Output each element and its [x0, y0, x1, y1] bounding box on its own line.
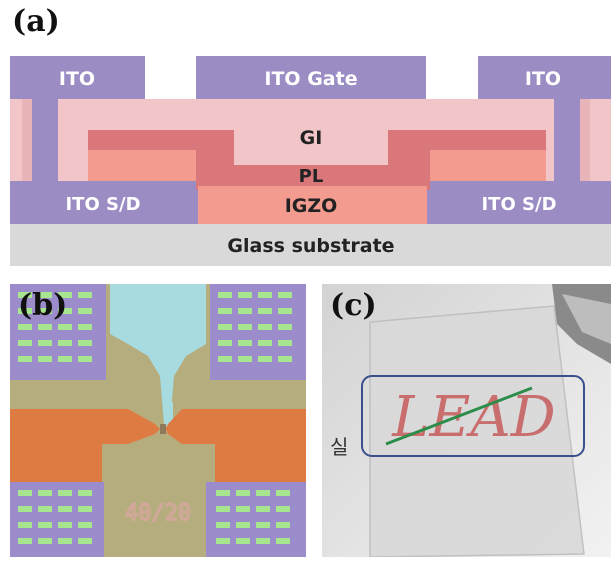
- label-sd-right: ITO S/D: [481, 194, 556, 215]
- label-ito-right: ITO: [525, 68, 561, 90]
- logo-frame: [361, 375, 585, 457]
- side-glyph: 실: [330, 435, 348, 459]
- ito-right-pad: [478, 56, 611, 99]
- panel-a-label: (a): [12, 4, 60, 39]
- channel-gap: [160, 424, 166, 434]
- panel-b-label: (b): [18, 288, 68, 323]
- pl-channel-dip: [234, 165, 388, 186]
- device-size-label: 40/20: [125, 501, 191, 526]
- pad-top-right: [210, 284, 306, 380]
- ito-sd-left: [10, 181, 198, 224]
- label-substrate: Glass substrate: [227, 235, 394, 257]
- label-pl: PL: [299, 166, 324, 187]
- pad-bottom-left: [10, 482, 104, 557]
- source-electrode: [10, 409, 160, 496]
- label-igzo: IGZO: [285, 195, 338, 217]
- gate-finger: [165, 402, 173, 432]
- gi-edge-right: [580, 99, 590, 181]
- pad-bottom-right: [206, 482, 306, 557]
- gi-channel-fill: [234, 150, 388, 165]
- pl-right-wall: [388, 150, 430, 186]
- ito-left-via: [32, 99, 58, 181]
- label-gi: GI: [300, 127, 323, 149]
- label-sd-left: ITO S/D: [65, 194, 140, 215]
- pl-right-step: [388, 130, 546, 150]
- ito-gate-pad: [196, 56, 426, 99]
- device-micrograph: 40/20: [10, 284, 306, 557]
- pl-left-step: [88, 130, 234, 150]
- logo-text: LEAD: [391, 385, 555, 450]
- label-ito-gate: ITO Gate: [264, 68, 357, 90]
- panel-b-micrograph: 40/20 (b): [10, 284, 306, 557]
- igzo-channel: [198, 186, 427, 224]
- gate-electrode: [110, 284, 206, 424]
- ito-left-pad: [10, 56, 145, 99]
- pad-top-left: [10, 284, 106, 380]
- ito-sd-right: [427, 181, 611, 224]
- glass-substrate-layer: [10, 224, 611, 266]
- panel-c-photo: 실 LEAD (c): [322, 284, 611, 557]
- pl-left-wall: [196, 150, 234, 186]
- transparent-device-photo: 실 LEAD: [322, 284, 611, 557]
- drain-electrode: [165, 409, 306, 496]
- glass-sample: [369, 305, 585, 557]
- igzo-right-flank: [430, 150, 546, 181]
- tweezers-highlight: [562, 294, 611, 344]
- logo-swoosh: [385, 386, 533, 446]
- panel-c-label: (c): [330, 288, 377, 323]
- ito-right-via: [554, 99, 580, 181]
- tft-cross-section-diagram: ITO ITO Gate ITO GI PL IGZO ITO S/D ITO …: [10, 56, 611, 266]
- inner-region: [102, 444, 215, 496]
- igzo-left-flank: [88, 150, 196, 181]
- label-ito-left: ITO: [59, 68, 95, 90]
- gi-edge-left: [22, 99, 32, 181]
